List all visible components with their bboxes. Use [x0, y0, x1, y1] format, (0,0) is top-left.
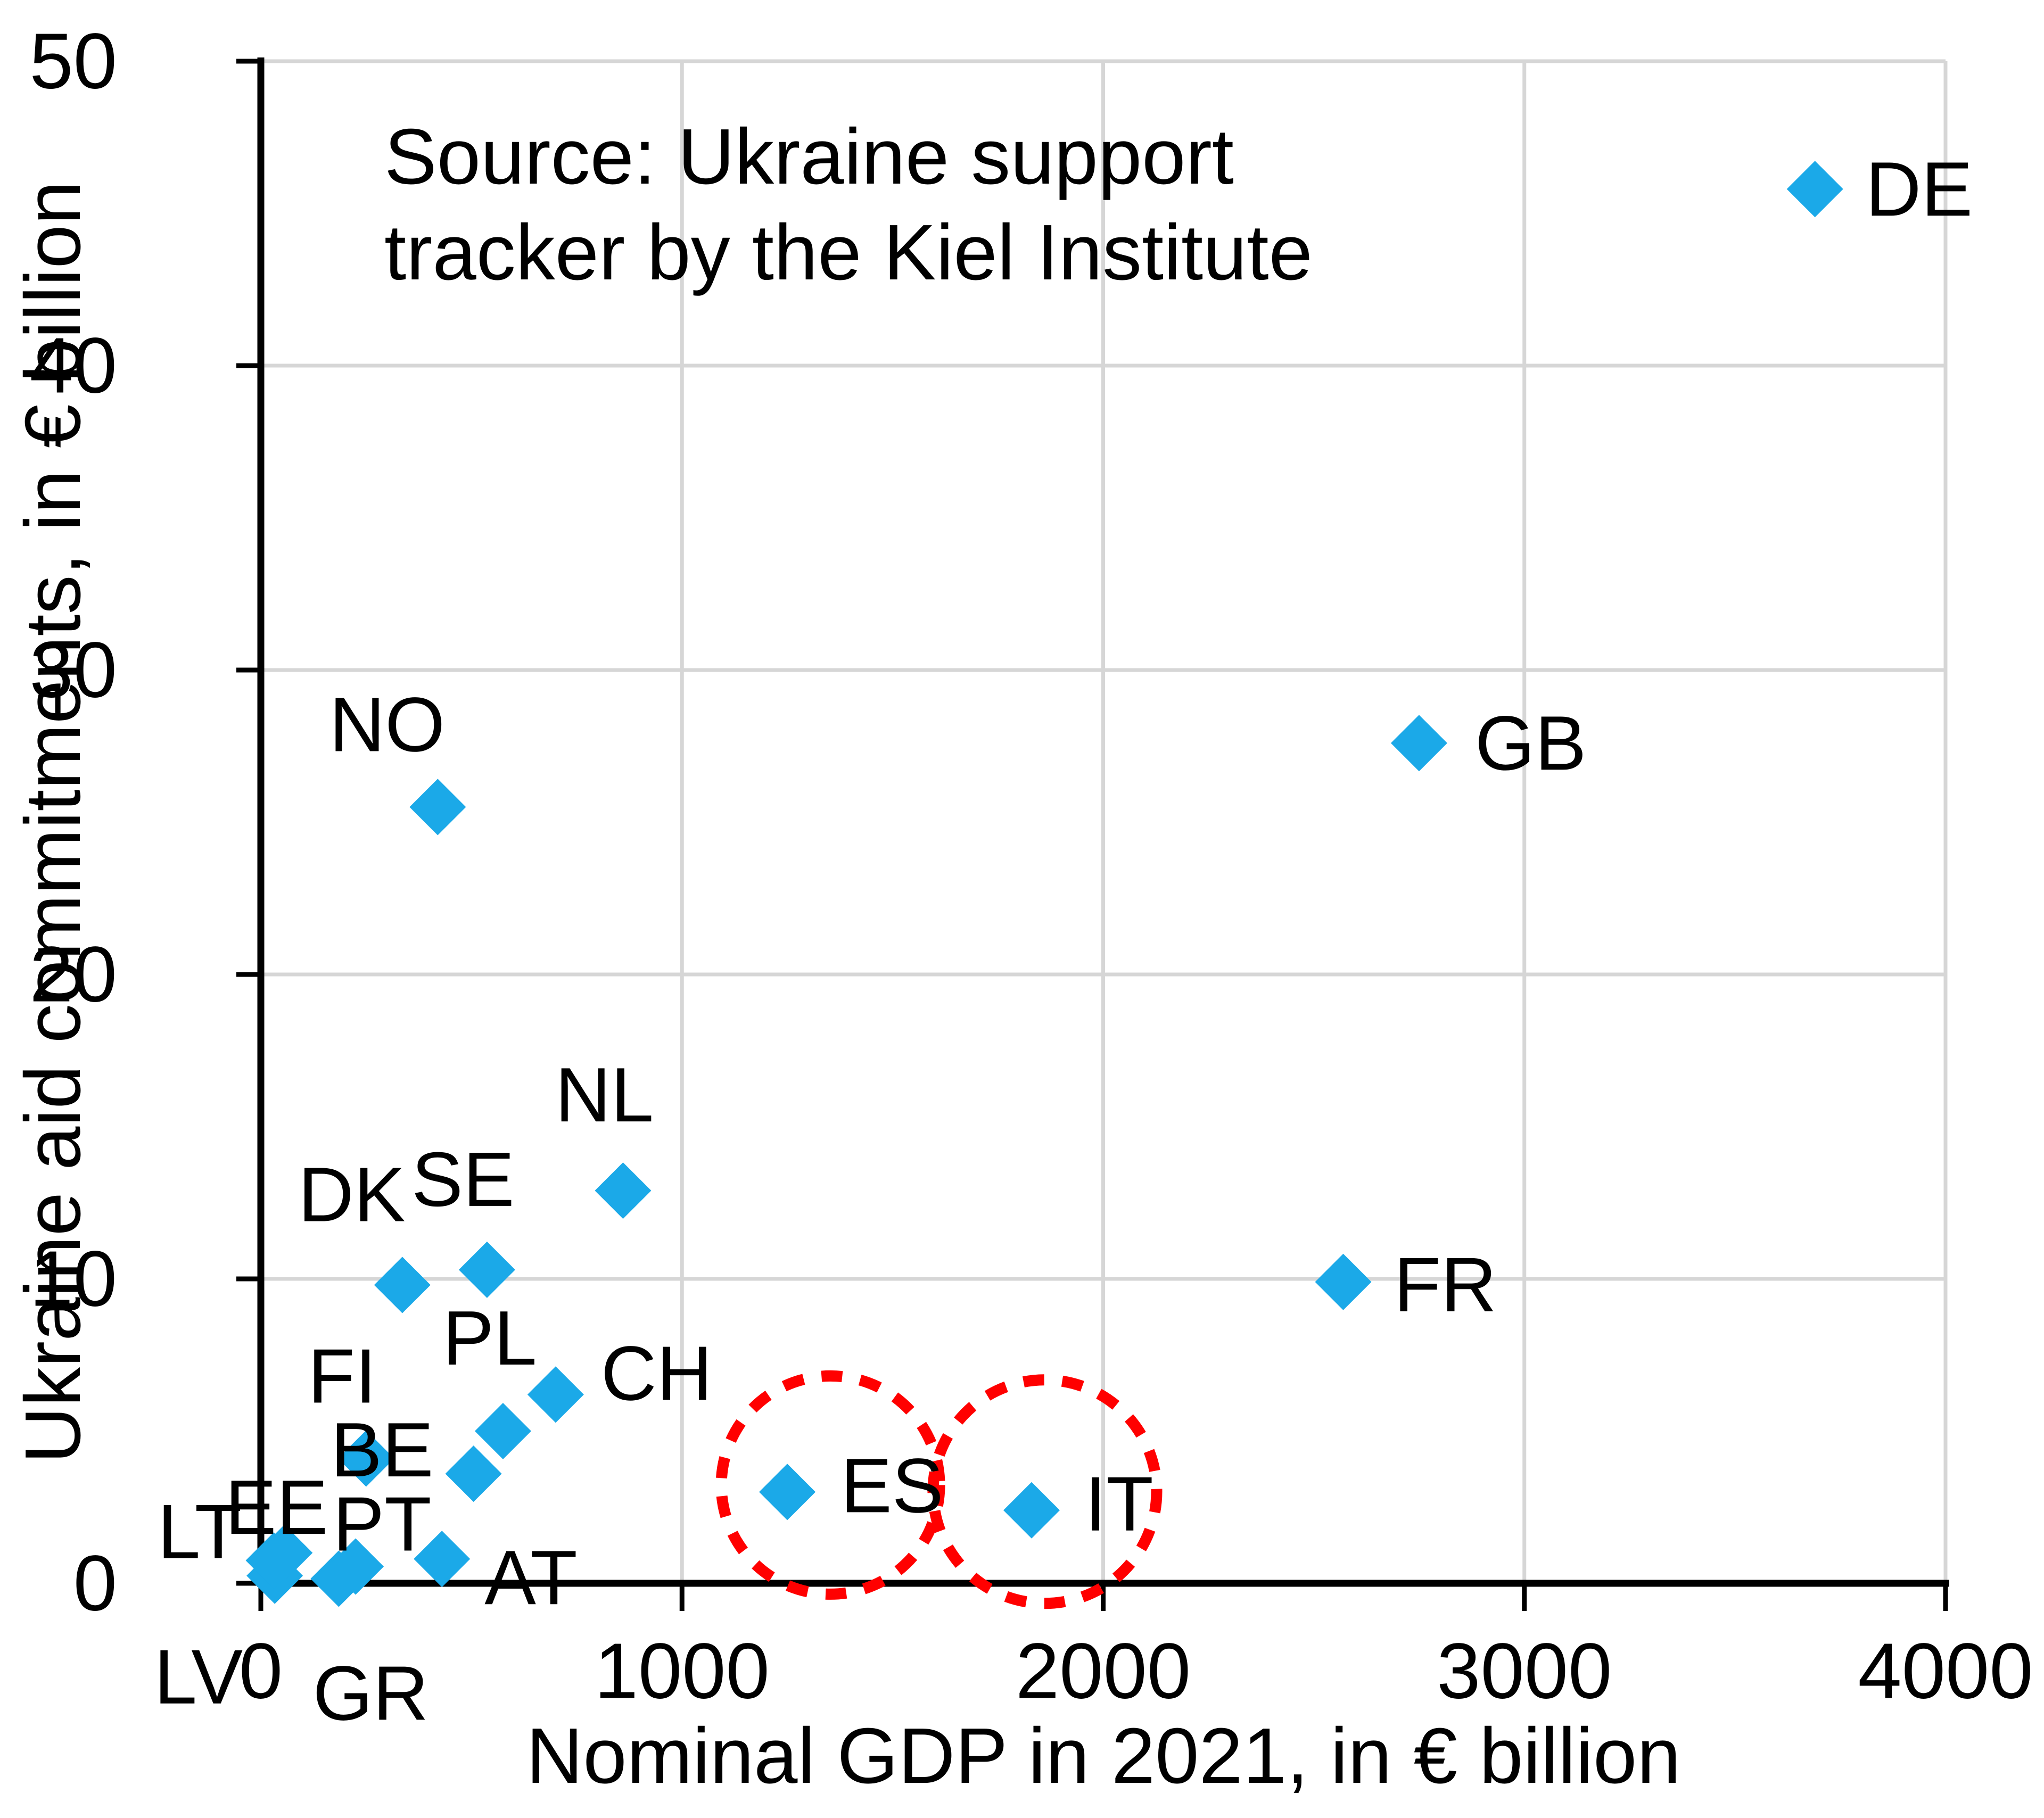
highlight-circle-ES: [715, 1370, 945, 1600]
y-tick-label-0: 0: [73, 1540, 117, 1627]
tick-marks: [236, 59, 1948, 1611]
gridlines: [261, 59, 1948, 1583]
data-point-label-PT: PT: [333, 1481, 431, 1567]
data-point-label-EE: EE: [225, 1464, 328, 1550]
data-point-FI: [337, 1430, 394, 1487]
y-tick-label-20: 20: [29, 931, 117, 1019]
source-note-line-2: tracker by the Kiel Institute: [384, 209, 1313, 296]
x-tick-label-2000: 2000: [1016, 1627, 1191, 1715]
data-point-LT: [256, 1524, 313, 1581]
data-point-PL: [474, 1403, 531, 1459]
data-point-label-NL: NL: [555, 1052, 654, 1138]
data-point-DE: [1786, 161, 1843, 218]
data-point-label-PL: PL: [442, 1295, 537, 1381]
data-point-label-IT: IT: [1085, 1461, 1153, 1547]
x-tick-label-3000: 3000: [1437, 1627, 1612, 1715]
data-point-label-GR: GR: [313, 1650, 429, 1736]
data-point-NL: [595, 1162, 652, 1219]
data-point-ES: [759, 1464, 816, 1520]
data-point-label-AT: AT: [484, 1534, 578, 1621]
data-point-PT: [327, 1538, 384, 1595]
source-note-line-1: Source: Ukraine support: [384, 113, 1234, 201]
y-tick-label-40: 40: [29, 322, 117, 410]
data-point-label-FR: FR: [1394, 1242, 1497, 1328]
data-point-DK: [374, 1257, 431, 1313]
x-axis-title: Nominal GDP in 2021, in € billion: [526, 1712, 1680, 1800]
data-point-label-CH: CH: [601, 1330, 712, 1416]
data-point-label-FI: FI: [308, 1333, 376, 1419]
data-point-BE: [445, 1445, 502, 1502]
y-tick-label-10: 10: [29, 1235, 117, 1323]
source-note: Source: Ukraine support tracker by the K…: [384, 113, 1313, 296]
x-tick-label-4000: 4000: [1858, 1627, 2033, 1715]
axis-lines: [257, 57, 1949, 1587]
data-point-label-SE: SE: [411, 1136, 514, 1222]
data-point-label-LV: LV: [154, 1634, 243, 1720]
data-point-label-NO: NO: [329, 681, 446, 767]
data-points: [245, 161, 1843, 1607]
data-point-FR: [1315, 1253, 1372, 1310]
data-point-SE: [458, 1241, 515, 1298]
data-point-AT: [414, 1531, 471, 1588]
highlight-circles: [715, 1370, 1163, 1609]
data-point-CH: [527, 1366, 584, 1423]
data-point-label-ES: ES: [840, 1442, 943, 1528]
data-point-label-DK: DK: [298, 1151, 405, 1237]
data-point-GB: [1390, 715, 1447, 772]
data-point-NO: [409, 779, 466, 836]
y-tick-label-50: 50: [29, 18, 117, 105]
data-point-label-DE: DE: [1866, 146, 1973, 232]
data-point-label-BE: BE: [331, 1407, 433, 1493]
data-point-label-LT: LT: [158, 1489, 242, 1575]
data-point-label-GB: GB: [1475, 700, 1587, 786]
highlight-circle-IT: [927, 1374, 1163, 1609]
y-axis-title: Ukraine aid commitments, in € billion: [9, 181, 97, 1464]
data-point-IT: [1003, 1482, 1060, 1539]
y-tick-label-30: 30: [29, 626, 117, 714]
x-tick-label-0: 0: [239, 1627, 283, 1715]
x-tick-label-1000: 1000: [595, 1627, 770, 1715]
tick-labels: 0 10 20 30 40 50 0 1000 2000 3000 4000: [29, 18, 2033, 1715]
